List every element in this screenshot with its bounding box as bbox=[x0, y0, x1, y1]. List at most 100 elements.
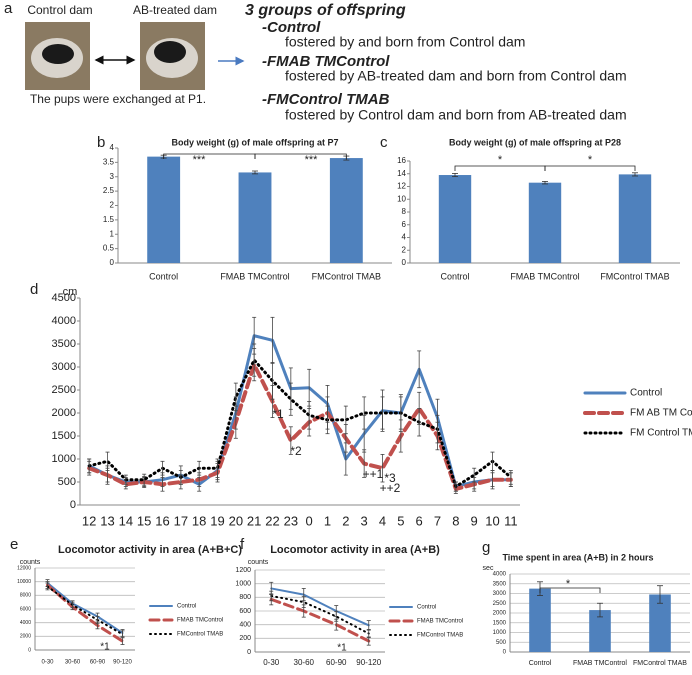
panel-label: g bbox=[482, 539, 490, 556]
error-bar bbox=[632, 172, 638, 177]
x-tick-label: 90-120 bbox=[356, 658, 381, 667]
x-tick-label: 22 bbox=[265, 513, 279, 528]
y-tick-label: 10 bbox=[397, 194, 406, 203]
heading: 3 groups of offspring bbox=[245, 2, 406, 19]
series-line bbox=[269, 597, 371, 643]
y-tick-label: 4500 bbox=[52, 292, 76, 304]
chart-title: Locomotor activity in area (A+B) bbox=[270, 544, 440, 556]
y-tick-label: 2000 bbox=[493, 611, 507, 617]
bar bbox=[147, 156, 181, 263]
y-tick-label: 500 bbox=[496, 640, 507, 646]
annotation: * bbox=[566, 578, 571, 590]
group-description: fostered by AB-treated dam and born from… bbox=[285, 68, 627, 84]
legend-label: FM AB TM Control bbox=[630, 408, 692, 419]
x-tick-label: 7 bbox=[434, 513, 441, 528]
series-line bbox=[46, 582, 124, 634]
x-tick-label: 60-90 bbox=[90, 660, 106, 666]
error-bar bbox=[252, 170, 258, 175]
error-bar bbox=[508, 470, 513, 485]
error-bar bbox=[542, 180, 548, 185]
error-bar bbox=[472, 467, 477, 483]
error-bar bbox=[452, 173, 458, 178]
x-tick-label: 90-120 bbox=[113, 660, 132, 666]
error-bar bbox=[269, 590, 274, 602]
error-bar bbox=[417, 407, 422, 437]
error-bar bbox=[70, 601, 75, 609]
x-tick-label: 18 bbox=[192, 513, 206, 528]
y-tick-label: 500 bbox=[58, 476, 76, 488]
y-tick-label: 2000 bbox=[52, 407, 76, 419]
y-tick-label: 1200 bbox=[235, 567, 251, 574]
y-axis-label: counts bbox=[248, 559, 269, 566]
group-description: fostered by Control dam and born from AB… bbox=[285, 107, 627, 123]
x-tick-label: 3 bbox=[361, 513, 368, 528]
error-bar bbox=[160, 476, 165, 492]
y-tick-label: 3 bbox=[110, 172, 115, 181]
y-tick-label: 400 bbox=[239, 622, 251, 629]
y-tick-label: 6000 bbox=[20, 606, 31, 612]
x-tick-label: FMAB TMControl bbox=[220, 271, 289, 281]
error-bar bbox=[490, 451, 495, 471]
error-bar bbox=[288, 426, 293, 455]
significance-bracket bbox=[254, 153, 347, 159]
error-bar bbox=[120, 630, 125, 639]
annotation: *1 bbox=[100, 642, 110, 653]
error-bar bbox=[334, 611, 339, 622]
x-tick-label: 1 bbox=[324, 513, 331, 528]
x-tick-label: 14 bbox=[119, 513, 133, 528]
error-bar bbox=[362, 396, 367, 430]
y-tick-label: 200 bbox=[239, 635, 251, 642]
panel-label: c bbox=[380, 134, 388, 151]
error-bar bbox=[343, 405, 348, 435]
y-tick-label: 8 bbox=[402, 207, 407, 216]
error-bar bbox=[178, 470, 183, 485]
y-tick-label: 0 bbox=[110, 258, 115, 267]
y-tick-label: 3000 bbox=[493, 591, 507, 597]
error-bar bbox=[197, 460, 202, 476]
error-bar bbox=[417, 350, 422, 389]
series-line bbox=[46, 585, 124, 636]
annotation: *** bbox=[305, 154, 319, 166]
x-tick-label: 5 bbox=[397, 513, 404, 528]
error-bar bbox=[87, 458, 92, 474]
x-tick-label: FMControl TMAB bbox=[600, 271, 669, 281]
x-tick-label: 0-30 bbox=[263, 658, 280, 667]
x-tick-label: FMControl TMAB bbox=[633, 660, 687, 667]
error-bar bbox=[142, 473, 147, 486]
error-bar bbox=[105, 451, 110, 471]
bar bbox=[329, 158, 363, 263]
annotation: *1 bbox=[272, 407, 284, 421]
error-bar bbox=[160, 460, 165, 476]
legend-label: Control bbox=[177, 604, 196, 610]
error-bar bbox=[252, 343, 257, 377]
x-tick-label: 60-90 bbox=[326, 658, 347, 667]
bar bbox=[649, 594, 671, 652]
y-tick-label: 3.5 bbox=[103, 157, 115, 166]
x-tick-label: 12 bbox=[82, 513, 96, 528]
y-tick-label: 2 bbox=[110, 201, 115, 210]
photo-label: Control dam bbox=[27, 3, 92, 17]
y-tick-label: 16 bbox=[397, 156, 406, 165]
annotation: ++2 bbox=[380, 481, 401, 495]
y-tick-label: 3000 bbox=[52, 361, 76, 373]
x-tick-label: FMAB TMControl bbox=[510, 271, 579, 281]
error-bar bbox=[657, 585, 663, 604]
error-bar bbox=[95, 616, 100, 624]
significance-bracket bbox=[544, 165, 636, 171]
panel-label: a bbox=[4, 0, 13, 17]
bar bbox=[589, 610, 611, 652]
y-tick-label: 1.5 bbox=[103, 215, 115, 224]
x-tick-label: 10 bbox=[485, 513, 499, 528]
x-tick-label: 20 bbox=[229, 513, 243, 528]
series-line bbox=[87, 358, 513, 489]
annotation: ++1 bbox=[363, 467, 384, 481]
x-tick-label: 6 bbox=[416, 513, 423, 528]
y-tick-label: 1500 bbox=[52, 430, 76, 442]
error-bar bbox=[366, 629, 371, 639]
panel-label: d bbox=[30, 281, 38, 298]
annotation: *3 bbox=[384, 471, 396, 485]
y-tick-label: 4000 bbox=[52, 315, 76, 327]
y-tick-label: 2 bbox=[402, 245, 407, 254]
y-tick-label: 2500 bbox=[52, 384, 76, 396]
error-bar bbox=[123, 474, 128, 485]
